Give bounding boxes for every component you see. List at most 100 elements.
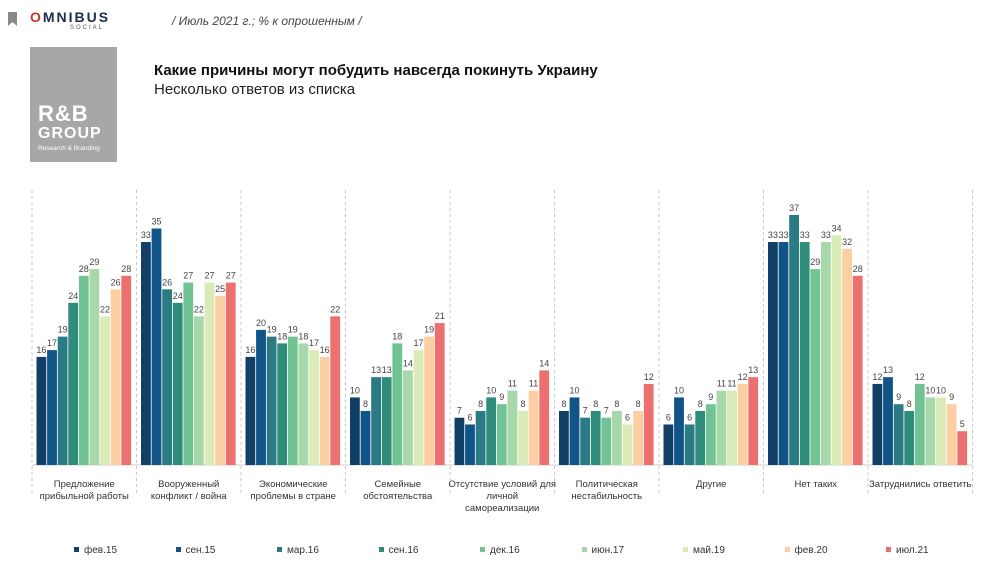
data-label: 6 [467,412,472,422]
data-label: 33 [821,230,831,240]
data-label: 11 [529,379,538,389]
data-label: 26 [111,277,121,287]
bar [141,242,151,465]
data-label: 10 [350,385,360,395]
bar [245,356,256,465]
bar [151,228,162,465]
data-label: 29 [810,257,820,267]
data-label: 16 [245,345,255,355]
bar [590,410,601,465]
bar [89,269,100,465]
omnibus-logo-sub: SOCIAL [70,25,105,31]
legend-item: мар.16 [277,545,319,556]
data-label: 24 [68,291,78,301]
bar [799,242,810,465]
bar [204,282,215,465]
bar [831,235,842,465]
data-label: 9 [499,392,504,402]
bar [559,410,569,465]
data-label: 8 [478,399,483,409]
data-label: 27 [226,271,236,281]
rb-logo-main: R&B [38,101,89,126]
data-label: 17 [309,338,319,348]
data-label: 19 [267,325,277,335]
bar [298,343,309,465]
category-label: Отсутствие условий для [448,479,556,490]
bar [413,350,424,465]
legend-swatch [378,546,384,552]
bar [225,282,236,465]
bar [360,410,371,465]
data-label: 13 [371,365,381,375]
legend-swatch [175,546,181,552]
data-label: 10 [569,385,579,395]
legend-label: мар.16 [287,545,319,556]
category-label: прибыльной работы [40,491,129,502]
bar [371,377,381,465]
bar [381,377,392,465]
bar [528,390,539,465]
chart-subtitle: Несколько ответов из списка [154,81,356,98]
category-label: проблемы в стране [251,491,336,502]
bar [842,248,852,465]
bar [789,215,799,465]
bar [507,390,518,465]
data-label: 12 [915,372,925,382]
legend-swatch [886,546,891,552]
bar [737,383,748,465]
data-label: 17 [47,338,57,348]
data-label: 33 [768,230,778,240]
bar [194,316,204,465]
data-label: 34 [831,223,841,233]
bar [110,289,121,465]
data-label: 8 [593,399,598,409]
bar [486,397,497,465]
bar [914,383,925,465]
data-label: 20 [256,318,266,328]
data-label: 13 [382,365,392,375]
bar [674,397,684,465]
bar [424,336,434,465]
legend-label: фев.20 [794,545,828,556]
chart-legend: фев.15 сен.15 мар.16 сен.16 дек.16 июн.17 май.… [0,545,987,559]
bar [392,343,403,465]
legend-item: июн.17 [581,545,624,556]
bar [68,302,79,465]
legend-item: сен.15 [175,545,216,556]
bar [893,404,904,465]
legend-item: сен.16 [378,545,419,556]
bar [465,424,475,465]
bar [266,336,277,465]
data-label: 22 [194,304,204,314]
data-label: 8 [636,399,641,409]
omnibus-logo: OMNIBUS [30,9,111,25]
bar [883,377,893,465]
legend-item: июл.21 [886,545,929,556]
data-label: 7 [583,406,588,416]
data-label: 6 [625,412,630,422]
data-label: 9 [949,392,954,402]
bar [162,289,172,465]
data-label: 11 [717,379,726,389]
data-label: 8 [614,399,619,409]
legend-swatch [74,546,79,552]
bar [277,343,288,465]
legend-label: май.19 [693,545,725,556]
bar [496,404,507,465]
legend-label: сен.16 [388,545,419,556]
bar [350,397,360,465]
bar [183,282,194,465]
bookmark-icon[interactable] [8,12,17,26]
legend-label: июл.21 [896,545,929,556]
data-label: 22 [330,304,340,314]
data-label: 37 [789,203,799,213]
data-label: 27 [183,271,193,281]
data-label: 21 [435,311,445,321]
data-label: 27 [204,271,214,281]
data-label: 29 [89,257,99,267]
legend-item: фев.15 [74,545,117,556]
legend-swatch [683,546,688,552]
category-label: личной [486,491,518,502]
rb-group-logo: R&B GROUP Research & Branding [30,47,117,162]
bar [121,275,132,465]
